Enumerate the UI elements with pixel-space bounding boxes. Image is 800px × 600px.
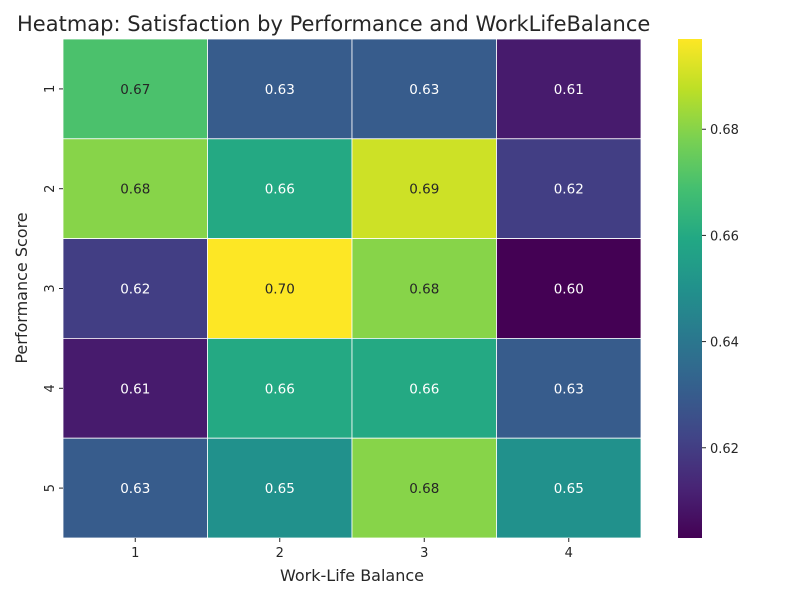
heatmap-cell [207, 238, 353, 339]
cell-value-label: 0.68 [120, 182, 150, 198]
heatmap-cell [62, 138, 208, 240]
heatmap-cell [62, 437, 208, 539]
x-axis-ticks: 1 2 3 4 [131, 538, 573, 561]
cell-value-label: 0.66 [265, 381, 295, 397]
heatmap-cell [496, 138, 642, 240]
y-axis-label: Performance Score [12, 212, 31, 363]
colorbar-tick-label: 0.66 [710, 229, 739, 244]
cell-value-label: 0.61 [554, 82, 584, 98]
cell-value-label: 0.67 [120, 82, 150, 98]
heatmap-cell [496, 337, 642, 439]
y-tick-label: 3 [43, 284, 58, 292]
y-tick-label: 2 [43, 185, 58, 193]
cell-value-label: 0.61 [120, 381, 150, 397]
heatmap-cell [207, 38, 353, 140]
cell-value-label: 0.68 [409, 481, 439, 497]
colorbar-gradient [678, 39, 702, 538]
x-axis-label: Work-Life Balance [280, 566, 424, 585]
cell-value-label: 0.70 [265, 282, 295, 298]
x-tick-label: 2 [276, 546, 284, 561]
heatmap-cell [207, 138, 353, 240]
x-tick-label: 1 [131, 546, 139, 561]
heatmap-cell [351, 437, 497, 539]
heatmap-cell [351, 337, 497, 439]
cell-value-label: 0.65 [554, 481, 584, 497]
cell-value-label: 0.66 [265, 182, 295, 198]
cell-value-label: 0.66 [409, 381, 439, 397]
heatmap-cell [207, 337, 353, 439]
colorbar-tick-label: 0.68 [710, 123, 739, 138]
heatmap-cell [496, 437, 642, 539]
colorbar-tick-label: 0.64 [710, 336, 739, 351]
x-tick-label: 4 [565, 546, 573, 561]
cell-value-label: 0.60 [554, 282, 584, 298]
cell-value-label: 0.63 [409, 82, 439, 98]
colorbar: 0.62 0.64 0.66 0.68 [678, 39, 739, 538]
heatmap-cell [496, 238, 642, 339]
cell-value-label: 0.63 [120, 481, 150, 497]
cell-value-label: 0.65 [265, 481, 295, 497]
cell-value-label: 0.62 [554, 182, 584, 198]
heatmap-cell [62, 38, 208, 140]
cell-value-label: 0.63 [554, 381, 584, 397]
heatmap-cells: 0.67 0.63 0.63 0.61 0.68 0.66 0.69 0.62 0.62 0.70… [62, 38, 642, 539]
heatmap-cell [62, 337, 208, 439]
heatmap-cell [351, 38, 497, 140]
heatmap-cell [496, 38, 642, 140]
cell-value-label: 0.69 [409, 182, 439, 198]
y-tick-label: 5 [43, 484, 58, 492]
y-tick-label: 1 [43, 85, 58, 93]
cell-value-label: 0.62 [120, 282, 150, 298]
cell-value-label: 0.63 [265, 82, 295, 98]
heatmap-cell [207, 437, 353, 539]
y-axis-ticks: 1 2 3 4 5 [43, 85, 63, 492]
chart-title: Heatmap: Satisfaction by Performance and… [17, 12, 650, 36]
y-tick-label: 4 [43, 384, 58, 392]
x-tick-label: 3 [420, 546, 428, 561]
colorbar-tick-label: 0.62 [710, 442, 739, 457]
heatmap-cell [351, 138, 497, 240]
cell-value-label: 0.68 [409, 282, 439, 298]
